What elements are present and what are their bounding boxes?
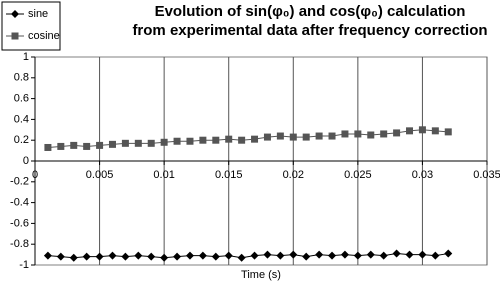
y-tick-label: -0.4: [10, 197, 29, 209]
marker: [211, 252, 220, 261]
marker: [82, 252, 91, 261]
marker: [95, 252, 104, 261]
marker: [11, 32, 19, 40]
marker: [121, 252, 130, 261]
marker: [263, 133, 271, 141]
y-tick-label: 0: [23, 155, 29, 167]
marker: [367, 131, 375, 139]
legend-label: cosine: [28, 30, 60, 42]
chart-title: from experimental data after frequency c…: [132, 22, 487, 39]
marker: [379, 251, 388, 260]
legend-label: sine: [28, 8, 48, 20]
marker: [185, 251, 194, 260]
marker: [224, 251, 233, 260]
x-tick-label: 0.025: [344, 169, 372, 181]
marker: [302, 252, 311, 261]
marker: [56, 252, 65, 261]
marker: [353, 251, 362, 260]
marker: [186, 137, 194, 145]
marker: [134, 139, 142, 147]
marker: [276, 251, 285, 260]
marker: [44, 143, 52, 151]
y-tick-label: 0.6: [14, 93, 29, 105]
y-tick-label: 0.2: [14, 134, 29, 146]
marker: [147, 252, 156, 261]
marker: [173, 137, 181, 145]
marker: [70, 141, 78, 149]
x-tick-label: 0.01: [153, 169, 174, 181]
y-tick-label: -0.6: [10, 217, 29, 229]
y-tick-label: -0.8: [10, 238, 29, 250]
marker: [328, 132, 336, 140]
marker: [431, 251, 440, 260]
x-tick-label: 0.005: [86, 169, 114, 181]
marker: [212, 136, 220, 144]
marker: [315, 132, 323, 140]
marker: [418, 250, 427, 259]
marker: [302, 133, 310, 141]
marker: [11, 10, 19, 18]
marker: [366, 250, 375, 259]
marker: [57, 142, 65, 150]
marker: [444, 128, 452, 136]
marker: [406, 127, 414, 135]
marker: [315, 250, 324, 259]
marker: [340, 250, 349, 259]
marker: [173, 252, 182, 261]
chart-title: Evolution of sin(φ₀) and cos(φ₀) calcula…: [155, 3, 466, 20]
marker: [444, 249, 453, 258]
marker: [431, 127, 439, 135]
marker: [160, 253, 169, 262]
marker: [198, 251, 207, 260]
marker: [237, 253, 246, 262]
x-tick-label: 0.02: [283, 169, 304, 181]
legend-box: [1, 1, 61, 51]
marker: [108, 251, 117, 260]
marker: [250, 251, 259, 260]
marker: [238, 136, 246, 144]
x-tick-label: 0.015: [215, 169, 243, 181]
marker: [83, 142, 91, 150]
marker: [134, 251, 143, 260]
marker: [328, 251, 337, 260]
y-tick-label: -1: [19, 259, 29, 271]
marker: [96, 141, 104, 149]
marker: [251, 135, 259, 143]
x-tick-label: 0.035: [473, 169, 500, 181]
marker: [405, 250, 414, 259]
marker: [108, 140, 116, 148]
y-tick-label: 0.8: [14, 72, 29, 84]
marker: [160, 138, 168, 146]
y-tick-label: 1: [23, 51, 29, 63]
marker: [289, 250, 298, 259]
marker: [147, 139, 155, 147]
marker: [418, 126, 426, 134]
marker: [121, 139, 129, 147]
marker: [380, 130, 388, 138]
marker: [276, 132, 284, 140]
x-axis-label: Time (s): [241, 269, 281, 281]
y-tick-label: 0.4: [14, 113, 29, 125]
marker: [199, 136, 207, 144]
marker: [341, 130, 349, 138]
marker: [393, 129, 401, 137]
marker: [43, 251, 52, 260]
marker: [392, 249, 401, 258]
marker: [354, 130, 362, 138]
y-tick-label: -0.2: [10, 176, 29, 188]
marker: [263, 250, 272, 259]
x-tick-label: 0.03: [412, 169, 433, 181]
marker: [69, 253, 78, 262]
marker: [289, 133, 297, 141]
marker: [225, 135, 233, 143]
